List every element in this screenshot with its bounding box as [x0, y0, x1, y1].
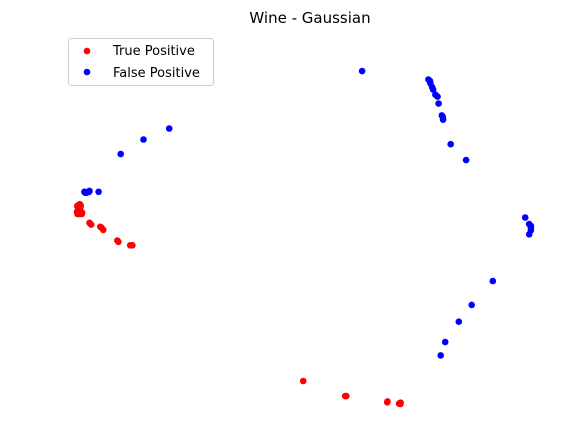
point-false-positive — [429, 86, 437, 93]
point-false-positive — [455, 318, 463, 326]
legend-box — [68, 38, 214, 86]
plot-area — [73, 67, 535, 408]
point-false-positive — [358, 67, 366, 75]
legend-label-true-positive: True Positive — [112, 44, 195, 59]
point-false-positive — [95, 188, 102, 196]
point-false-positive — [165, 125, 173, 132]
point-false-positive — [439, 116, 447, 123]
point-false-positive — [462, 156, 470, 164]
point-true-positive — [100, 226, 107, 234]
point-false-positive — [140, 136, 147, 143]
legend-label-false-positive: False Positive — [113, 66, 200, 81]
point-true-positive — [115, 238, 122, 246]
point-false-positive — [437, 352, 445, 359]
point-true-positive — [129, 242, 136, 249]
point-false-positive — [434, 93, 441, 100]
point-true-positive — [87, 221, 95, 228]
point-false-positive — [447, 140, 455, 148]
point-true-positive — [395, 400, 403, 408]
point-true-positive — [299, 377, 307, 385]
point-false-positive — [468, 301, 476, 309]
legend-marker-true-positive — [83, 47, 91, 55]
point-false-positive — [525, 231, 533, 238]
point-true-positive — [384, 398, 391, 405]
point-false-positive — [489, 277, 497, 285]
point-false-positive — [521, 214, 529, 221]
legend: True Positive False Positive — [68, 38, 214, 86]
chart-title: Wine - Gaussian — [249, 9, 370, 27]
point-false-positive — [117, 150, 124, 158]
point-true-positive — [78, 210, 86, 218]
point-false-positive — [441, 338, 449, 346]
point-false-positive — [86, 187, 93, 195]
point-false-positive — [435, 100, 442, 107]
legend-marker-false-positive — [83, 68, 91, 76]
point-true-positive — [343, 392, 350, 400]
